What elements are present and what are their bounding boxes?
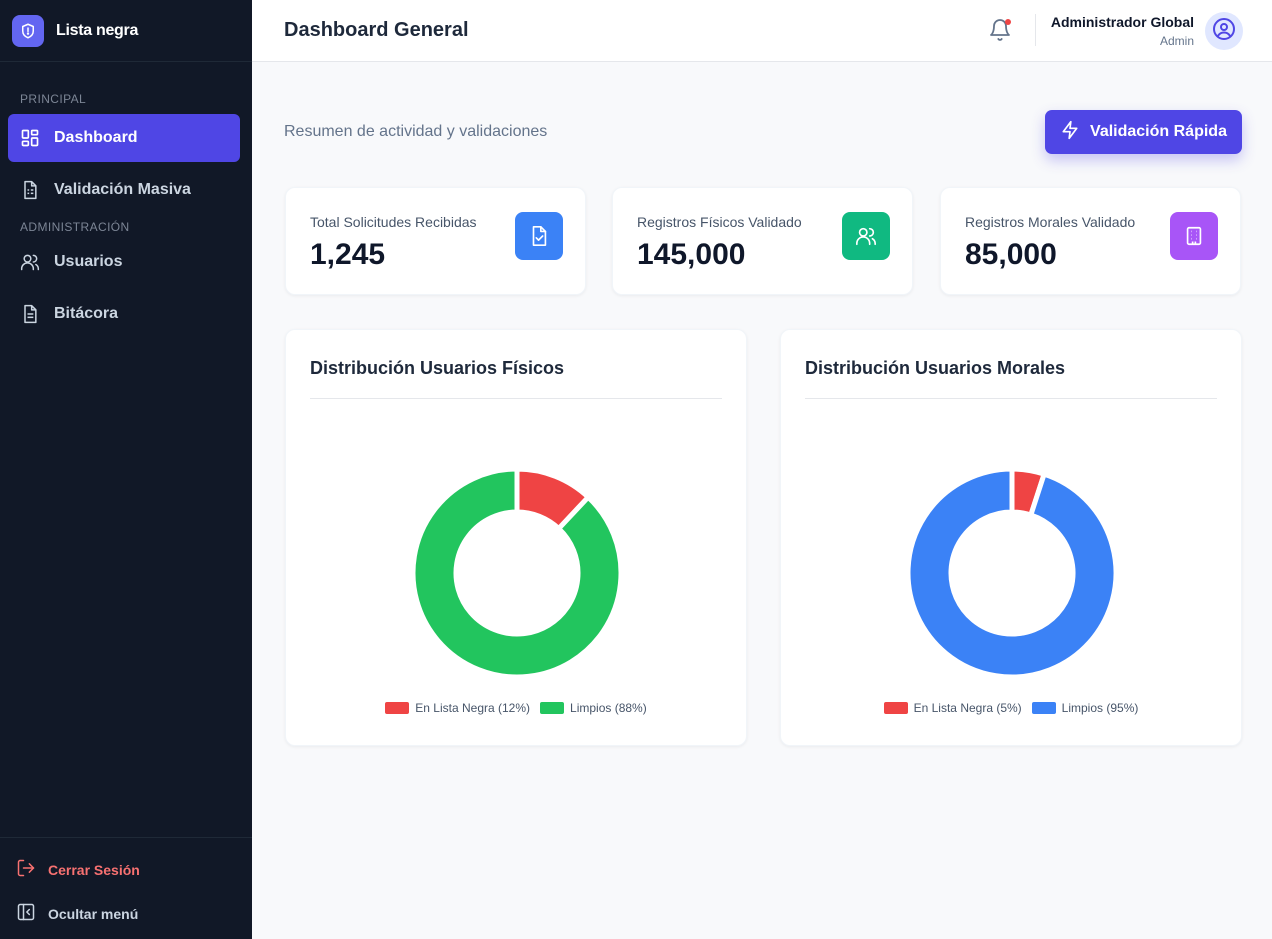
legend-item-clean[interactable]: Limpios (88%) — [540, 701, 647, 715]
stat-card-morales: Registros Morales Validado 85,000 — [940, 187, 1241, 295]
divider — [805, 398, 1217, 399]
logout-icon — [16, 858, 36, 881]
sidebar-item-dashboard[interactable]: Dashboard — [8, 114, 240, 162]
user-circle-icon — [1212, 17, 1236, 46]
stat-card-solicitudes: Total Solicitudes Recibidas 1,245 — [285, 187, 586, 295]
document-table-icon — [20, 180, 40, 200]
user-role: Admin — [1159, 34, 1194, 48]
divider — [310, 398, 722, 399]
brand[interactable]: Lista negra — [0, 0, 252, 62]
donut-chart-fisicos — [410, 466, 624, 680]
legend-label: Limpios (95%) — [1061, 701, 1139, 715]
user-avatar[interactable] — [1205, 12, 1243, 50]
legend-label: Limpios (88%) — [570, 701, 647, 715]
chart-legend: En Lista Negra (12%) Limpios (88%) — [286, 701, 746, 715]
chart-card-fisicos: Distribución Usuarios Físicos En Lista N… — [285, 329, 747, 746]
chart-legend: En Lista Negra (5%) Limpios (95%) — [781, 701, 1241, 715]
notification-button[interactable] — [988, 18, 1012, 42]
legend-swatch — [1031, 702, 1056, 714]
legend-swatch — [385, 702, 410, 714]
sidebar: Lista negra PRINCIPAL Dashboard Validaci… — [0, 0, 252, 939]
stat-value: 1,245 — [310, 238, 386, 271]
chart-title: Distribución Usuarios Morales — [805, 358, 1066, 378]
hide-menu-button[interactable]: Ocultar menú — [16, 902, 138, 925]
quick-validation-label: Validación Rápida — [1090, 123, 1227, 140]
top-header: Dashboard General Administrador Global A… — [252, 0, 1272, 62]
lightning-icon — [1060, 120, 1080, 145]
legend-swatch — [883, 702, 908, 714]
sidebar-collapse-icon — [16, 902, 36, 925]
logout-label: Cerrar Sesión — [48, 861, 140, 878]
logout-button[interactable]: Cerrar Sesión — [16, 858, 140, 881]
dashboard-icon — [20, 128, 40, 148]
notification-dot — [1005, 19, 1011, 25]
user-name: Administrador Global — [1050, 14, 1194, 30]
file-text-icon — [20, 304, 40, 324]
donut-chart-morales — [905, 466, 1119, 680]
sidebar-item-usuarios[interactable]: Usuarios — [8, 238, 240, 286]
section-label-administracion: ADMINISTRACIÓN — [20, 220, 130, 234]
file-check-icon — [515, 212, 563, 260]
page-subtitle: Resumen de actividad y validaciones — [284, 123, 548, 140]
sidebar-item-label: Validación Masiva — [54, 181, 191, 198]
sidebar-item-validacion-masiva[interactable]: Validación Masiva — [8, 166, 240, 214]
legend-item-clean[interactable]: Limpios (95%) — [1031, 701, 1139, 715]
building-icon — [1170, 212, 1218, 260]
stat-label: Registros Físicos Validado — [637, 214, 802, 230]
sidebar-item-label: Usuarios — [54, 253, 123, 270]
users-icon — [20, 252, 40, 272]
hide-menu-label: Ocultar menú — [48, 905, 139, 922]
brand-name: Lista negra — [56, 21, 139, 39]
stat-value: 145,000 — [637, 238, 746, 271]
chart-card-morales: Distribución Usuarios Morales En Lista N… — [780, 329, 1242, 746]
users-icon — [842, 212, 890, 260]
stat-label: Total Solicitudes Recibidas — [310, 214, 477, 230]
sidebar-item-label: Dashboard — [54, 129, 138, 146]
shield-icon — [12, 14, 44, 47]
sidebar-footer: Cerrar Sesión Ocultar menú — [0, 837, 252, 939]
donut-slice-clean[interactable] — [905, 466, 1119, 680]
bell-icon — [988, 19, 1012, 46]
stat-label: Registros Morales Validado — [965, 214, 1136, 230]
sidebar-item-bitacora[interactable]: Bitácora — [8, 290, 240, 338]
page-title: Dashboard General — [284, 19, 469, 41]
quick-validation-button[interactable]: Validación Rápida — [1045, 110, 1242, 154]
sidebar-item-label: Bitácora — [54, 305, 119, 322]
legend-label: En Lista Negra (5%) — [913, 701, 1022, 715]
stat-card-fisicos: Registros Físicos Validado 145,000 — [612, 187, 913, 295]
section-label-principal: PRINCIPAL — [20, 92, 87, 106]
legend-label: En Lista Negra (12%) — [415, 701, 531, 715]
stat-value: 85,000 — [965, 238, 1057, 271]
header-divider — [1035, 14, 1036, 46]
legend-item-blacklist[interactable]: En Lista Negra (12%) — [385, 701, 530, 715]
legend-swatch — [540, 702, 565, 714]
donut-slice-clean[interactable] — [410, 466, 624, 680]
chart-title: Distribución Usuarios Físicos — [310, 358, 565, 378]
legend-item-blacklist[interactable]: En Lista Negra (5%) — [883, 701, 1022, 715]
